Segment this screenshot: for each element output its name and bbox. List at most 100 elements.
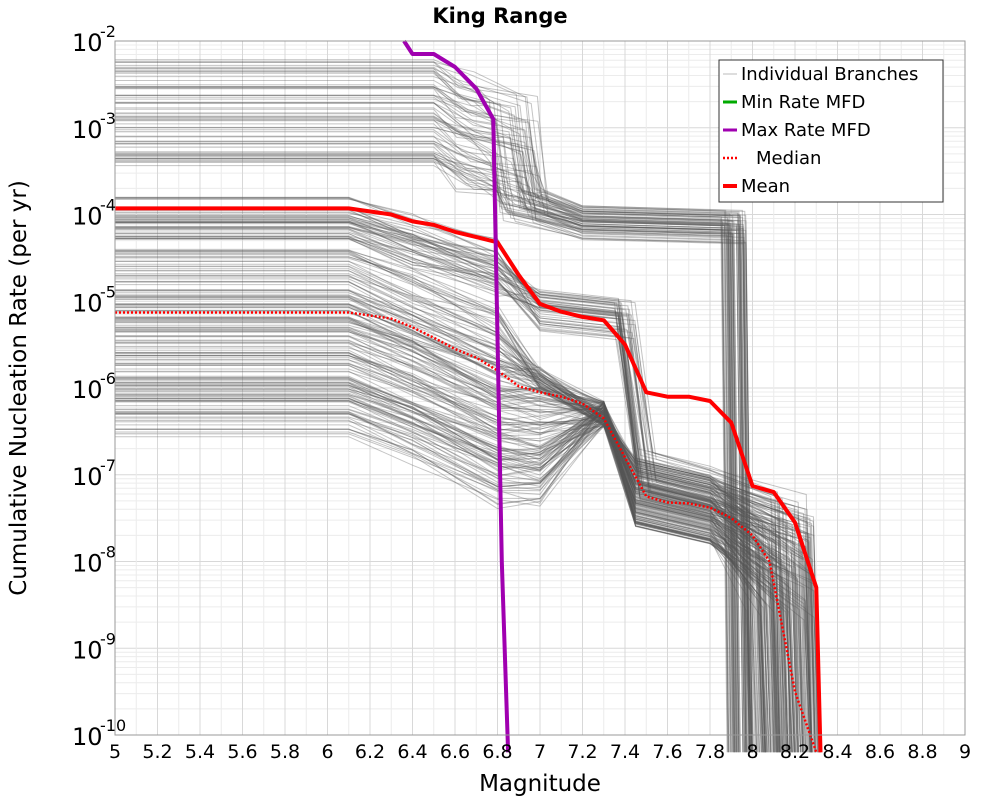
branch-line [115,382,821,753]
svg-text:Max Rate MFD: Max Rate MFD [741,120,871,141]
svg-text:10: 10 [72,376,103,404]
branch-line [115,223,800,753]
branch-line [115,221,813,753]
svg-text:10: 10 [72,203,103,231]
branch-line [115,260,788,753]
branch-line [115,419,793,753]
branch-line [115,123,738,753]
branch-line [115,385,810,753]
svg-text:Min Rate MFD: Min Rate MFD [741,92,865,113]
svg-text:-7: -7 [100,456,116,475]
branch-line [115,303,820,753]
branch-line [115,413,758,753]
branch-line [115,70,739,753]
branch-line [115,306,795,753]
branch-line [115,395,780,753]
branch-line [115,343,774,753]
branch-line [115,222,806,753]
y-tick-label: 10-4 [72,196,116,231]
branch-line [115,211,791,753]
branch-line [115,212,785,753]
branch-line [115,382,802,753]
branch-line [115,98,737,753]
branch-line [115,154,738,753]
branch-line [115,306,778,753]
branch-line [115,135,733,753]
branch-line [115,281,772,753]
branch-line [115,209,803,753]
series-lines [115,39,823,753]
branch-line [115,222,791,753]
branch-line [115,342,779,753]
branch-line [115,250,813,753]
grid [114,41,966,736]
branch-line [115,228,809,753]
branch-line [115,305,789,753]
branch-line [115,330,757,753]
branch-line [115,294,767,753]
branch-line [115,115,740,753]
branch-line [115,152,740,753]
x-tick-label: 5.8 [270,741,300,763]
svg-text:-3: -3 [100,109,116,128]
branch-line [115,340,820,753]
branch-line [115,197,763,753]
branch-line [115,88,753,753]
branch-line [115,112,736,753]
branch-line [115,215,764,753]
branch-line [115,108,729,753]
y-tick-label: 10-5 [72,282,116,317]
branch-line [115,257,810,753]
svg-text:-5: -5 [100,282,116,301]
y-tick-label: 10-10 [72,716,126,751]
branch-line [115,119,748,753]
y-tick-label: 10-9 [72,629,116,664]
branch-line [115,296,775,753]
branch-line [115,206,815,753]
branch-line [115,412,789,753]
svg-text:10: 10 [72,636,103,664]
branch-line [115,394,760,753]
branch-line [115,197,807,753]
branch-line [115,233,811,753]
branch-line [115,80,736,753]
branch-line [115,216,816,753]
branch-line [115,220,810,753]
x-tick-label: 6.4 [397,741,427,763]
branch-line [115,351,813,753]
branch-line [115,206,774,753]
branch-line [115,386,816,753]
branch-line [115,407,796,753]
branch-line [115,86,730,753]
branch-line [115,220,813,753]
branch-line [115,136,741,753]
series-line-max-rate-mfd [402,39,511,753]
branch-line [115,363,821,753]
x-axis-label: Magnitude [479,771,601,797]
branch-line [115,254,784,753]
branch-line [115,154,750,753]
branch-line [115,226,812,753]
branch-line [115,355,817,753]
branch-line [115,404,784,753]
x-tick-label: 7 [534,741,546,763]
branch-line [115,409,792,753]
branch-line [115,66,735,753]
branch-line [115,198,762,753]
svg-text:10: 10 [72,29,103,57]
branch-line [115,331,816,753]
y-tick-label: 10-6 [72,369,116,404]
branch-line [115,256,772,753]
branch-line [115,307,779,753]
branch-line [115,102,735,753]
branch-line [115,119,735,753]
branch-line [115,382,821,753]
branch-line [115,368,802,753]
svg-text:Mean: Mean [741,176,790,197]
branch-line [115,390,783,753]
x-tick-label: 8.6 [865,741,895,763]
branch-line [115,331,799,753]
branch-line [115,86,753,753]
branch-line [115,331,792,753]
